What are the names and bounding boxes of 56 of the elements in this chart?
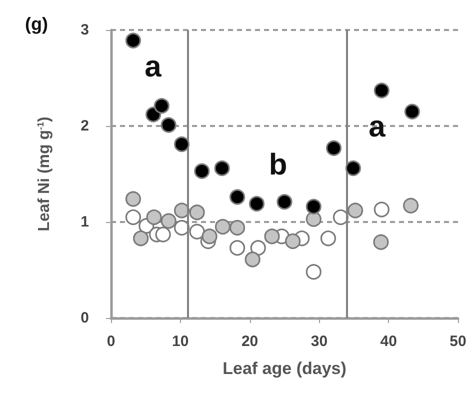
x-tick-label: 10 xyxy=(172,333,189,350)
point xyxy=(160,117,176,133)
point xyxy=(189,204,205,220)
y-tick-label: 0 xyxy=(80,310,89,326)
point xyxy=(174,202,190,218)
point xyxy=(404,104,420,120)
annotation: a xyxy=(368,110,386,144)
point xyxy=(214,219,231,235)
point xyxy=(345,160,362,176)
y-tick-label: 1 xyxy=(80,214,89,230)
point xyxy=(326,140,342,156)
point xyxy=(194,163,210,179)
point xyxy=(154,98,170,114)
point xyxy=(285,233,301,249)
y-tick-label: 3 xyxy=(80,22,89,38)
point xyxy=(160,213,176,229)
x-tick-label: 30 xyxy=(310,333,328,350)
point xyxy=(332,209,349,225)
point xyxy=(125,32,142,48)
annotation: a xyxy=(144,50,162,84)
point xyxy=(306,264,322,280)
x-tick-label: 40 xyxy=(380,333,397,350)
point xyxy=(248,196,265,212)
point xyxy=(403,198,419,214)
point xyxy=(373,234,389,250)
point xyxy=(133,230,149,246)
point xyxy=(244,252,260,268)
point xyxy=(230,220,246,236)
y-axis-title: Leaf Ni (mg g-1) xyxy=(36,116,53,232)
point xyxy=(264,228,280,244)
point xyxy=(125,209,142,225)
x-tick-label: 50 xyxy=(450,333,466,350)
annotation: b xyxy=(268,148,288,182)
point xyxy=(250,240,266,256)
point xyxy=(189,224,205,240)
chart-title: (g) xyxy=(25,14,48,34)
x-axis-title: Leaf age (days) xyxy=(222,359,346,378)
y-tick-label: 2 xyxy=(80,118,89,134)
point xyxy=(276,194,292,210)
point xyxy=(306,211,322,227)
point xyxy=(348,202,364,218)
point xyxy=(155,226,171,242)
point xyxy=(174,136,190,152)
x-tick-label: 0 xyxy=(106,333,116,350)
point xyxy=(374,202,390,218)
point xyxy=(320,230,336,246)
point xyxy=(230,240,246,256)
point xyxy=(306,198,322,214)
point xyxy=(202,228,218,244)
point xyxy=(374,82,390,98)
point xyxy=(230,189,246,205)
point xyxy=(146,209,162,225)
point xyxy=(125,191,142,207)
point xyxy=(174,220,190,236)
point xyxy=(214,160,230,176)
x-tick-label: 20 xyxy=(241,333,258,350)
